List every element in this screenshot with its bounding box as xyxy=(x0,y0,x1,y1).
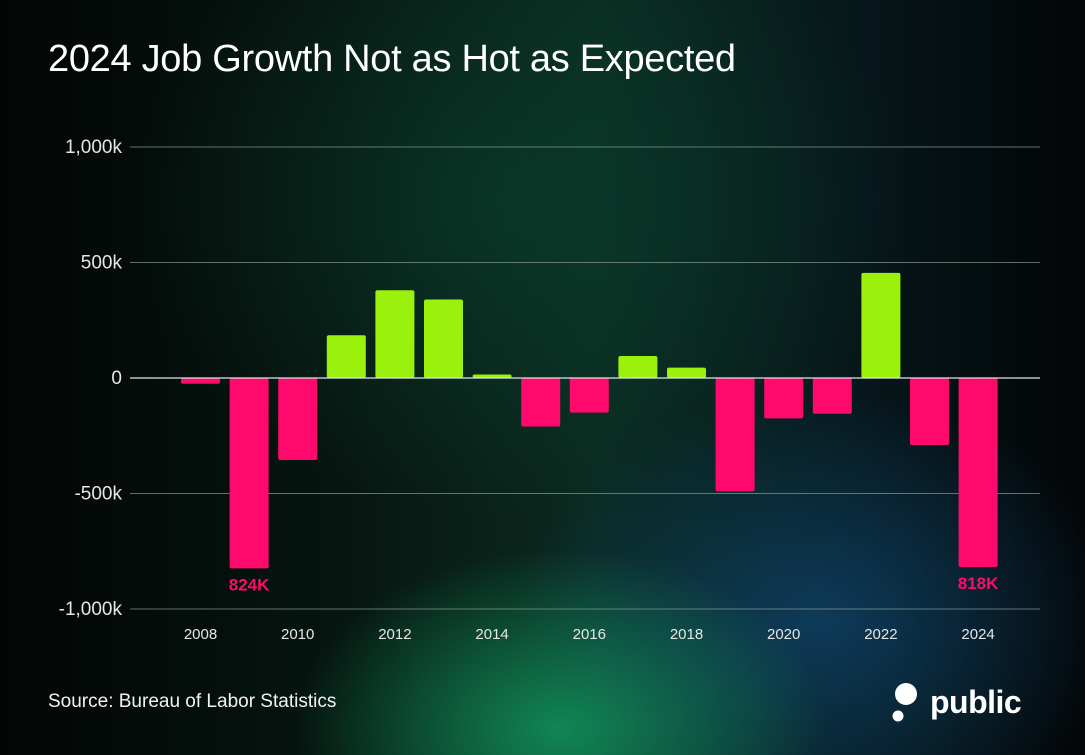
brand-name: public xyxy=(930,683,1022,720)
x-tick-label: 2020 xyxy=(767,626,800,643)
x-tick-label: 2008 xyxy=(184,626,217,643)
bar-2022 xyxy=(861,272,901,378)
bar-2015 xyxy=(521,378,561,427)
x-tick-label: 2024 xyxy=(961,626,994,643)
x-tick-label: 2010 xyxy=(281,626,314,643)
x-tick-label: 2016 xyxy=(573,626,606,643)
bar-2012 xyxy=(375,290,415,378)
bar-2016 xyxy=(569,378,609,413)
bar-2019 xyxy=(715,378,755,492)
x-tick-label: 2018 xyxy=(670,626,703,643)
x-tick-label: 2022 xyxy=(864,626,897,643)
bar-2010 xyxy=(278,378,318,461)
y-tick-label: -500k xyxy=(74,484,122,505)
source-note: Source: Bureau of Labor Statistics xyxy=(48,691,337,712)
data-label-2009: 824K xyxy=(229,575,270,594)
bar-2024 xyxy=(958,378,998,567)
x-tick-label: 2014 xyxy=(475,626,508,643)
bar-2020 xyxy=(764,378,804,419)
x-axis-tick-labels: 2008 2010 2012 2014 2016 2018 2020 2022 2024 xyxy=(184,626,995,643)
public-logo-icon xyxy=(892,683,917,722)
y-tick-label: 0 xyxy=(111,368,122,389)
bar-2017 xyxy=(618,356,658,378)
bars xyxy=(181,272,998,569)
y-tick-label: 500k xyxy=(81,253,123,274)
y-axis-tick-labels: 1,000k 500k 0 -500k -1,000k xyxy=(59,137,123,620)
bar-2008 xyxy=(181,378,220,384)
gridlines xyxy=(130,146,1040,610)
x-tick-label: 2012 xyxy=(378,626,411,643)
bar-2023 xyxy=(910,378,949,445)
bar-2021 xyxy=(812,378,852,414)
bar-2018 xyxy=(667,367,706,378)
data-labels: 824K 818K xyxy=(229,574,999,594)
bar-2013 xyxy=(424,299,463,378)
chart-title: 2024 Job Growth Not as Hot as Expected xyxy=(48,38,736,80)
data-label-2024: 818K xyxy=(958,574,999,593)
bar-2014 xyxy=(472,374,512,378)
brand-logo: public xyxy=(890,678,1022,726)
bar-2009 xyxy=(229,378,269,569)
y-tick-label: 1,000k xyxy=(65,137,123,158)
bar-2011 xyxy=(326,335,366,378)
y-tick-label: -1,000k xyxy=(59,599,123,620)
